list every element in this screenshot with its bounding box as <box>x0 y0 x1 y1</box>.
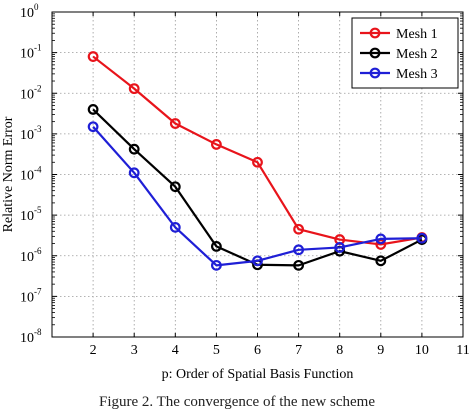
legend-item: Mesh 2 <box>360 47 438 62</box>
legend-swatch-marker <box>369 47 381 59</box>
data-point <box>128 83 140 95</box>
data-point <box>87 104 99 115</box>
x-tick-label: 10 <box>415 343 429 358</box>
legend-item: Mesh 1 <box>360 27 438 42</box>
x-tick-label: 2 <box>90 343 97 358</box>
y-tick-label: 10-5 <box>20 205 42 224</box>
data-point <box>293 244 305 256</box>
legend: Mesh 1 Mesh 2 Mesh 3 <box>351 17 459 89</box>
data-point <box>375 233 387 245</box>
data-point <box>252 255 263 267</box>
x-tick-label: 8 <box>336 343 343 358</box>
data-point <box>293 223 305 235</box>
y-axis-label: Relative Norm Error <box>1 116 16 232</box>
y-tick-label: 10-4 <box>20 165 42 184</box>
data-point <box>128 143 140 155</box>
x-tick-label: 5 <box>213 343 220 358</box>
legend-label: Mesh 1 <box>396 27 438 42</box>
series-3 <box>87 121 428 271</box>
series-line <box>92 125 422 267</box>
data-point <box>169 181 181 193</box>
x-tick-label: 3 <box>131 343 138 358</box>
data-point <box>210 139 222 150</box>
y-tick-label: 100 <box>20 2 39 21</box>
y-tick-label: 10-8 <box>20 327 42 346</box>
data-point <box>87 51 99 62</box>
data-point <box>87 121 99 133</box>
data-point <box>375 255 387 267</box>
data-point <box>293 259 305 271</box>
legend-label: Mesh 2 <box>396 47 438 62</box>
y-tick-label: 10-2 <box>20 83 42 102</box>
convergence-chart: 2 3 4 5 6 7 8 9 10 11 10-8 10-7 10-6 10-5 10-4 10-3 10-… <box>1 2 470 382</box>
legend-swatch-marker <box>369 27 381 39</box>
x-tick-label: 4 <box>172 343 179 358</box>
series-layer <box>87 51 428 271</box>
x-axis-label: p: Order of Spatial Basis Function <box>162 367 354 382</box>
x-tick-label: 11 <box>456 343 469 358</box>
x-tick-label: 7 <box>295 343 302 358</box>
data-point <box>416 232 428 244</box>
y-tick-label: 10-1 <box>20 43 42 62</box>
data-point <box>169 221 181 233</box>
data-point <box>375 239 387 250</box>
x-tick-label: 9 <box>377 343 384 358</box>
legend-label: Mesh 3 <box>396 67 438 82</box>
data-point <box>128 167 140 179</box>
y-tick-label: 10-6 <box>20 246 42 265</box>
x-tick-label: 6 <box>254 343 261 358</box>
data-point <box>252 156 263 168</box>
legend-swatch-marker <box>369 67 381 79</box>
y-tick-label: 10-3 <box>20 124 42 143</box>
data-point <box>210 240 222 252</box>
figure-caption: Figure 2. The convergence of the new sch… <box>98 394 375 410</box>
data-point <box>169 118 181 129</box>
x-axis-ticks: 2 3 4 5 6 7 8 9 10 11 <box>90 12 470 358</box>
data-point <box>210 259 222 271</box>
y-tick-label: 10-7 <box>20 286 42 305</box>
legend-item: Mesh 3 <box>360 67 438 82</box>
data-point <box>334 242 346 253</box>
